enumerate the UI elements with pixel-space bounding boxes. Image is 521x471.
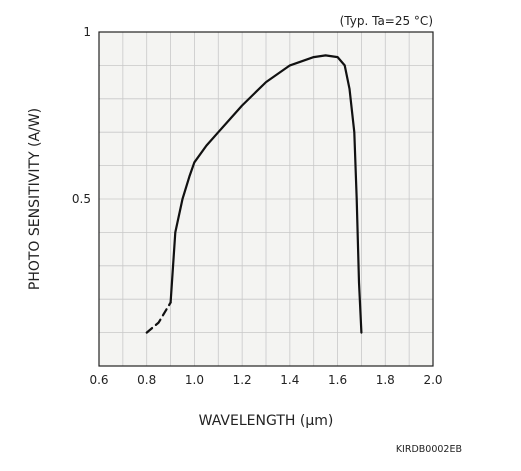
x-tick-label: 0.8 [137,373,156,387]
x-tick-label: 1.8 [376,373,395,387]
series-layer [145,54,363,334]
y-tick-label: 1 [83,25,91,39]
y-tick-label: 0.5 [72,192,91,206]
x-tick-label: 1.4 [280,373,299,387]
tick-label-layer: 0.6 0.8 1.0 1.2 1.4 1.6 1.8 2.0 0.5 1 [72,25,443,387]
x-axis-title: WAVELENGTH (μm) [199,413,334,429]
sensitivity-curve-dashed [145,301,172,334]
x-tick-label: 1.2 [233,373,252,387]
x-tick-label: 2.0 [423,373,442,387]
x-tick-label: 0.6 [89,373,108,387]
sensitivity-curve-solid [169,54,363,334]
condition-annotation: (Typ. Ta=25 °C) [340,14,433,28]
x-tick-label: 1.0 [185,373,204,387]
document-id: KIRDB0002EB [396,444,462,455]
y-axis-title: PHOTO SENSITIVITY (A/W) [27,108,43,290]
x-tick-label: 1.6 [328,373,347,387]
plot-frame [98,31,434,367]
